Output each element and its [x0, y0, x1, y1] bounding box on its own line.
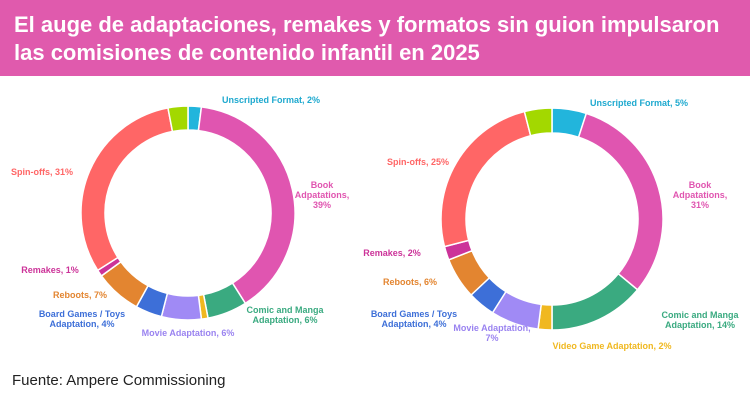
donut-slice [523, 107, 553, 137]
donut-slice [197, 106, 296, 305]
donut-slice [160, 292, 203, 321]
slice-label: Spin-offs, 31% [11, 167, 73, 177]
slice-label: Spin-offs, 25% [387, 157, 449, 167]
slice-label: Reboots, 7% [53, 290, 107, 300]
slice-label: Unscripted Format, 5% [590, 98, 688, 108]
slice-label: Reboots, 6% [383, 277, 437, 287]
donut-slice [440, 110, 532, 248]
slice-label: Book Adpatations, 31% [673, 180, 728, 210]
donut-slice [80, 107, 174, 272]
chart-title: El auge de adaptaciones, remakes y forma… [14, 12, 720, 65]
slice-label: Comic and Manga Adaptation, 6% [246, 305, 324, 325]
slice-label: Movie Adaptation, 6% [142, 328, 235, 338]
donut-slice [577, 112, 664, 291]
slice-label: Board Games / Toys Adaptation, 4% [39, 309, 125, 329]
slice-label: Remakes, 1% [21, 265, 79, 275]
slice-label: Movie Adaptation, 7% [453, 323, 530, 343]
donut-slice [551, 272, 639, 331]
title-banner: El auge de adaptaciones, remakes y forma… [0, 0, 750, 76]
source-note: Fuente: Ampere Commissioning [12, 372, 226, 389]
slice-label: Comic and Manga Adaptation, 14% [661, 310, 739, 330]
slice-label: Remakes, 2% [363, 248, 421, 258]
donut-slice [167, 105, 189, 133]
slice-label: Book Adpatations, 39% [295, 180, 350, 210]
slice-label: Board Games / Toys Adaptation, 4% [371, 309, 457, 329]
slice-label: Video Game Adaptation, 2% [552, 341, 671, 351]
slice-label: Unscripted Format, 2% [222, 95, 320, 105]
